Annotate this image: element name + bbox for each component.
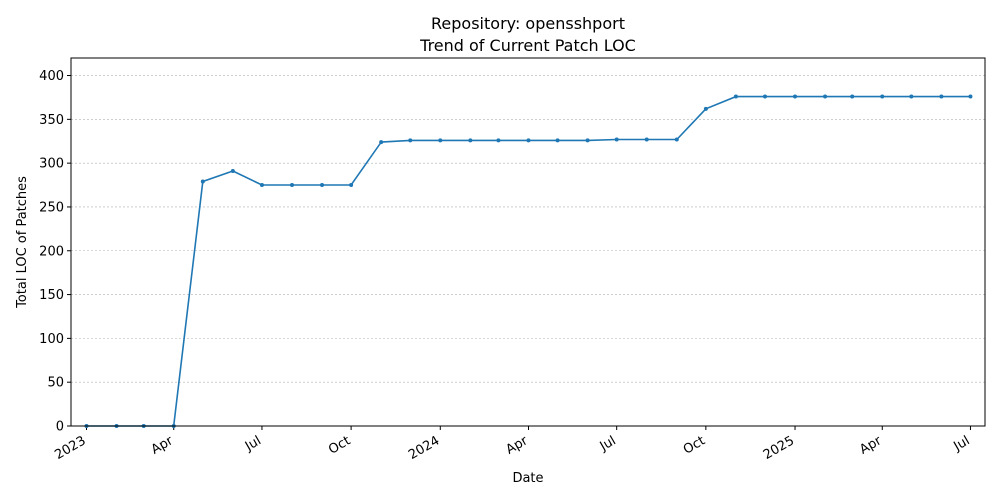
x-tick-label: Jul <box>597 433 619 454</box>
y-tick-label: 50 <box>47 376 64 391</box>
x-tick-label: Apr <box>503 433 531 458</box>
y-axis-label: Total LOC of Patches <box>15 176 30 309</box>
data-point <box>968 94 973 99</box>
data-point <box>320 183 325 188</box>
data-point <box>379 140 384 145</box>
x-tick-label: Oct <box>681 433 708 457</box>
data-point <box>526 138 531 143</box>
y-tick-label: 200 <box>39 244 64 259</box>
data-point <box>200 179 205 184</box>
data-point <box>555 138 560 143</box>
data-point <box>289 183 294 188</box>
y-axis-ticks: 0 50 100 150 200 250 300 350 400 <box>39 69 71 435</box>
chart-subtitle: Trend of Current Patch LOC <box>419 36 636 55</box>
data-point <box>793 94 798 99</box>
data-point <box>880 94 885 99</box>
y-tick-label: 350 <box>39 113 64 128</box>
plot-frame <box>70 57 986 427</box>
data-point <box>674 137 679 142</box>
series-patch-loc <box>84 94 973 428</box>
data-point <box>585 138 590 143</box>
x-tick-label: Apr <box>857 433 885 458</box>
data-point <box>496 138 501 143</box>
x-tick-label: 2025 <box>761 433 797 463</box>
y-tick-label: 0 <box>56 420 64 435</box>
data-point <box>438 138 443 143</box>
data-point <box>468 138 473 143</box>
x-tick-label: 2023 <box>52 433 88 463</box>
data-point <box>259 183 264 188</box>
y-tick-label: 300 <box>39 157 64 172</box>
data-point <box>762 94 767 99</box>
x-tick-label: Apr <box>149 433 177 458</box>
x-tick-label: 2024 <box>406 433 442 463</box>
data-point <box>733 94 738 99</box>
data-point <box>408 138 413 143</box>
y-tick-label: 400 <box>39 69 64 84</box>
data-point <box>230 169 235 174</box>
x-tick-label: Oct <box>326 433 353 457</box>
x-tick-label: Jul <box>951 433 973 454</box>
data-point <box>644 137 649 142</box>
data-point <box>703 106 708 111</box>
gridlines <box>71 75 985 383</box>
data-point <box>614 137 619 142</box>
x-axis-ticks: 2023 Apr Jul Oct 2024 Apr Jul Oct 2025 Apr Jul <box>52 426 972 463</box>
data-point <box>909 94 914 99</box>
x-tick-label: Jul <box>242 433 264 454</box>
data-point <box>850 94 855 99</box>
series-line <box>86 95 971 427</box>
data-point <box>823 94 828 99</box>
y-tick-label: 250 <box>39 200 64 215</box>
y-tick-label: 100 <box>39 332 64 347</box>
data-point <box>939 94 944 99</box>
chart-title: Repository: opensshport <box>431 14 625 33</box>
data-point <box>349 183 354 188</box>
y-tick-label: 150 <box>39 288 64 303</box>
x-axis-label: Date <box>512 471 543 486</box>
